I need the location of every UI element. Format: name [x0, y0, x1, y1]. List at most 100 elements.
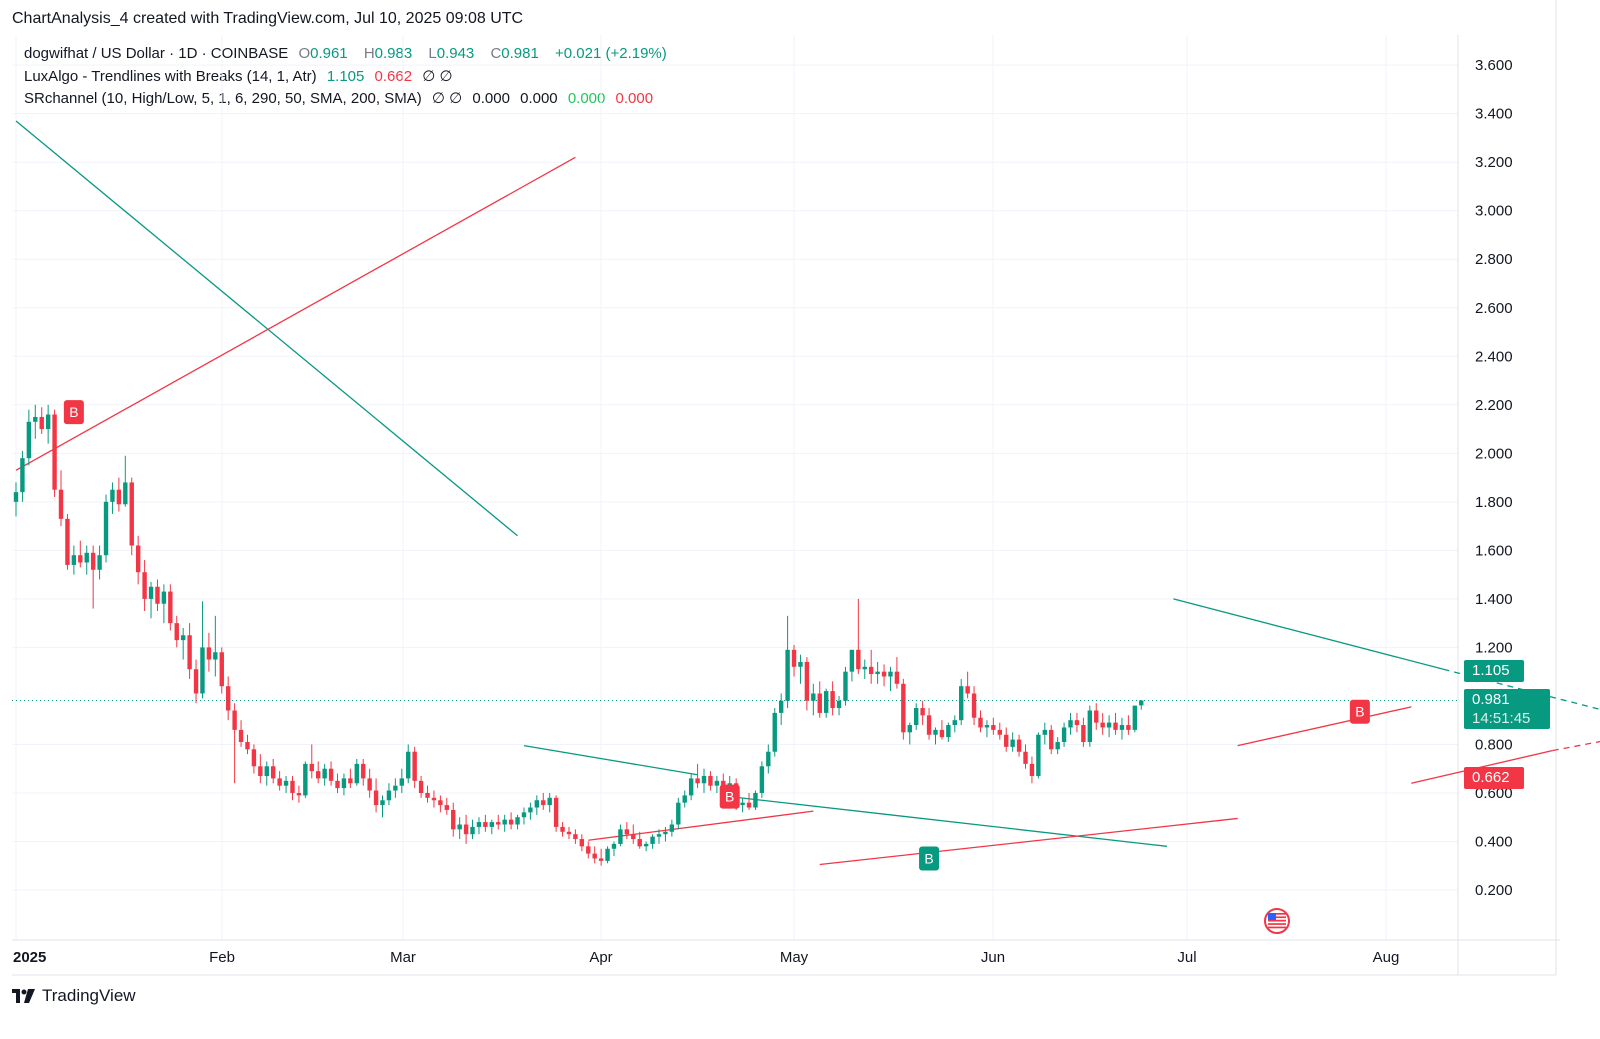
candle-body: [251, 749, 257, 767]
candle: [688, 773, 694, 801]
candle: [1081, 717, 1086, 747]
candle-body: [901, 683, 906, 733]
candle: [489, 819, 495, 835]
indicator-value: 0.000: [520, 90, 558, 107]
candle: [1100, 712, 1105, 735]
candle: [759, 761, 765, 798]
candle-body: [444, 805, 450, 810]
trendline: [15, 156, 576, 471]
trendline: [819, 817, 1238, 866]
candle-body: [830, 691, 835, 709]
candle: [611, 841, 617, 857]
candle-body: [418, 780, 424, 793]
candle: [1106, 715, 1112, 738]
x-tick-label: May: [780, 949, 809, 966]
y-tick-label: 3.400: [1475, 106, 1513, 123]
break-label: B: [1349, 699, 1370, 724]
last-price-tag: 0.981 14:51:45: [1464, 689, 1550, 729]
candle: [1023, 744, 1028, 769]
candle-body: [888, 671, 893, 677]
candle-body: [618, 829, 623, 844]
candle: [206, 632, 212, 672]
candle: [1113, 712, 1118, 735]
high-label: H: [363, 45, 375, 62]
candle-body: [971, 693, 977, 718]
candle: [1068, 712, 1073, 735]
low-label: L: [428, 45, 437, 62]
candle-body: [663, 831, 668, 835]
candle: [348, 768, 353, 789]
indicator-upper-value: 1.105: [326, 68, 365, 85]
indicator-name[interactable]: SRchannel (10, High/Low, 5, 1, 6, 290, 5…: [24, 90, 422, 107]
candle-body: [1106, 722, 1112, 728]
candle-body: [740, 802, 745, 806]
candle: [418, 775, 424, 798]
candle-body: [1049, 729, 1054, 750]
candle-body: [219, 652, 224, 687]
indicator-legend-srchannel[interactable]: SRchannel (10, High/Low, 5, 1, 6, 290, 5…: [24, 89, 659, 107]
candle: [354, 758, 359, 786]
candle: [39, 407, 44, 434]
candle: [598, 848, 604, 866]
tradingview-logo[interactable]: TradingView: [12, 986, 136, 1006]
chart-attribution: ChartAnalysis_4 created with TradingView…: [12, 10, 524, 27]
candle-body: [778, 700, 784, 713]
candle: [965, 671, 970, 699]
candle: [316, 761, 321, 784]
candle-body: [463, 824, 469, 835]
candle-body: [303, 763, 308, 796]
candle-body: [939, 729, 945, 738]
candle: [778, 693, 784, 726]
candle-body: [26, 421, 32, 459]
candle-body: [1094, 710, 1099, 723]
candle-body: [894, 671, 900, 684]
candle-body: [180, 635, 186, 641]
candle: [766, 744, 771, 774]
candle-body: [193, 669, 199, 694]
candle-body: [232, 710, 237, 730]
candle: [914, 703, 919, 730]
candle-body: [836, 700, 842, 709]
candle: [631, 824, 636, 844]
break-label-text: B: [69, 404, 78, 420]
candle-body: [843, 671, 848, 701]
candle-body: [1023, 751, 1028, 764]
y-tick-label: 0.800: [1475, 736, 1513, 753]
candle: [959, 678, 964, 726]
candle: [920, 700, 925, 726]
candle: [142, 560, 147, 612]
candle-body: [348, 778, 353, 784]
break-label-text: B: [725, 789, 734, 805]
candle: [33, 404, 38, 439]
close-label: C: [490, 45, 502, 62]
candle-body: [631, 834, 636, 840]
candle: [367, 768, 372, 798]
candle: [296, 785, 302, 803]
indicator-legend-trendlines[interactable]: LuxAlgo - Trendlines with Breaks (14, 1,…: [24, 67, 459, 85]
candle-body: [238, 729, 244, 743]
candle: [309, 744, 314, 779]
candle-body: [573, 834, 578, 840]
candle-body: [695, 778, 700, 784]
candle: [135, 535, 141, 585]
candle-body: [682, 795, 687, 803]
candle: [618, 824, 623, 847]
candle: [901, 678, 906, 740]
candle: [258, 754, 263, 784]
candle: [1036, 732, 1041, 779]
y-tick-label: 0.600: [1475, 785, 1513, 802]
us-flag-icon[interactable]: [1264, 908, 1290, 934]
candle-body: [566, 831, 572, 835]
candle: [90, 545, 96, 609]
candle: [1055, 737, 1060, 755]
candle-body: [45, 414, 51, 430]
candle-body: [914, 708, 919, 726]
candle: [148, 581, 154, 619]
candle-body: [341, 778, 347, 789]
indicator-name[interactable]: LuxAlgo - Trendlines with Breaks (14, 1,…: [24, 68, 317, 85]
candle-body: [277, 778, 282, 786]
candle-body: [78, 555, 83, 563]
candle: [26, 409, 32, 466]
candle: [483, 814, 488, 832]
